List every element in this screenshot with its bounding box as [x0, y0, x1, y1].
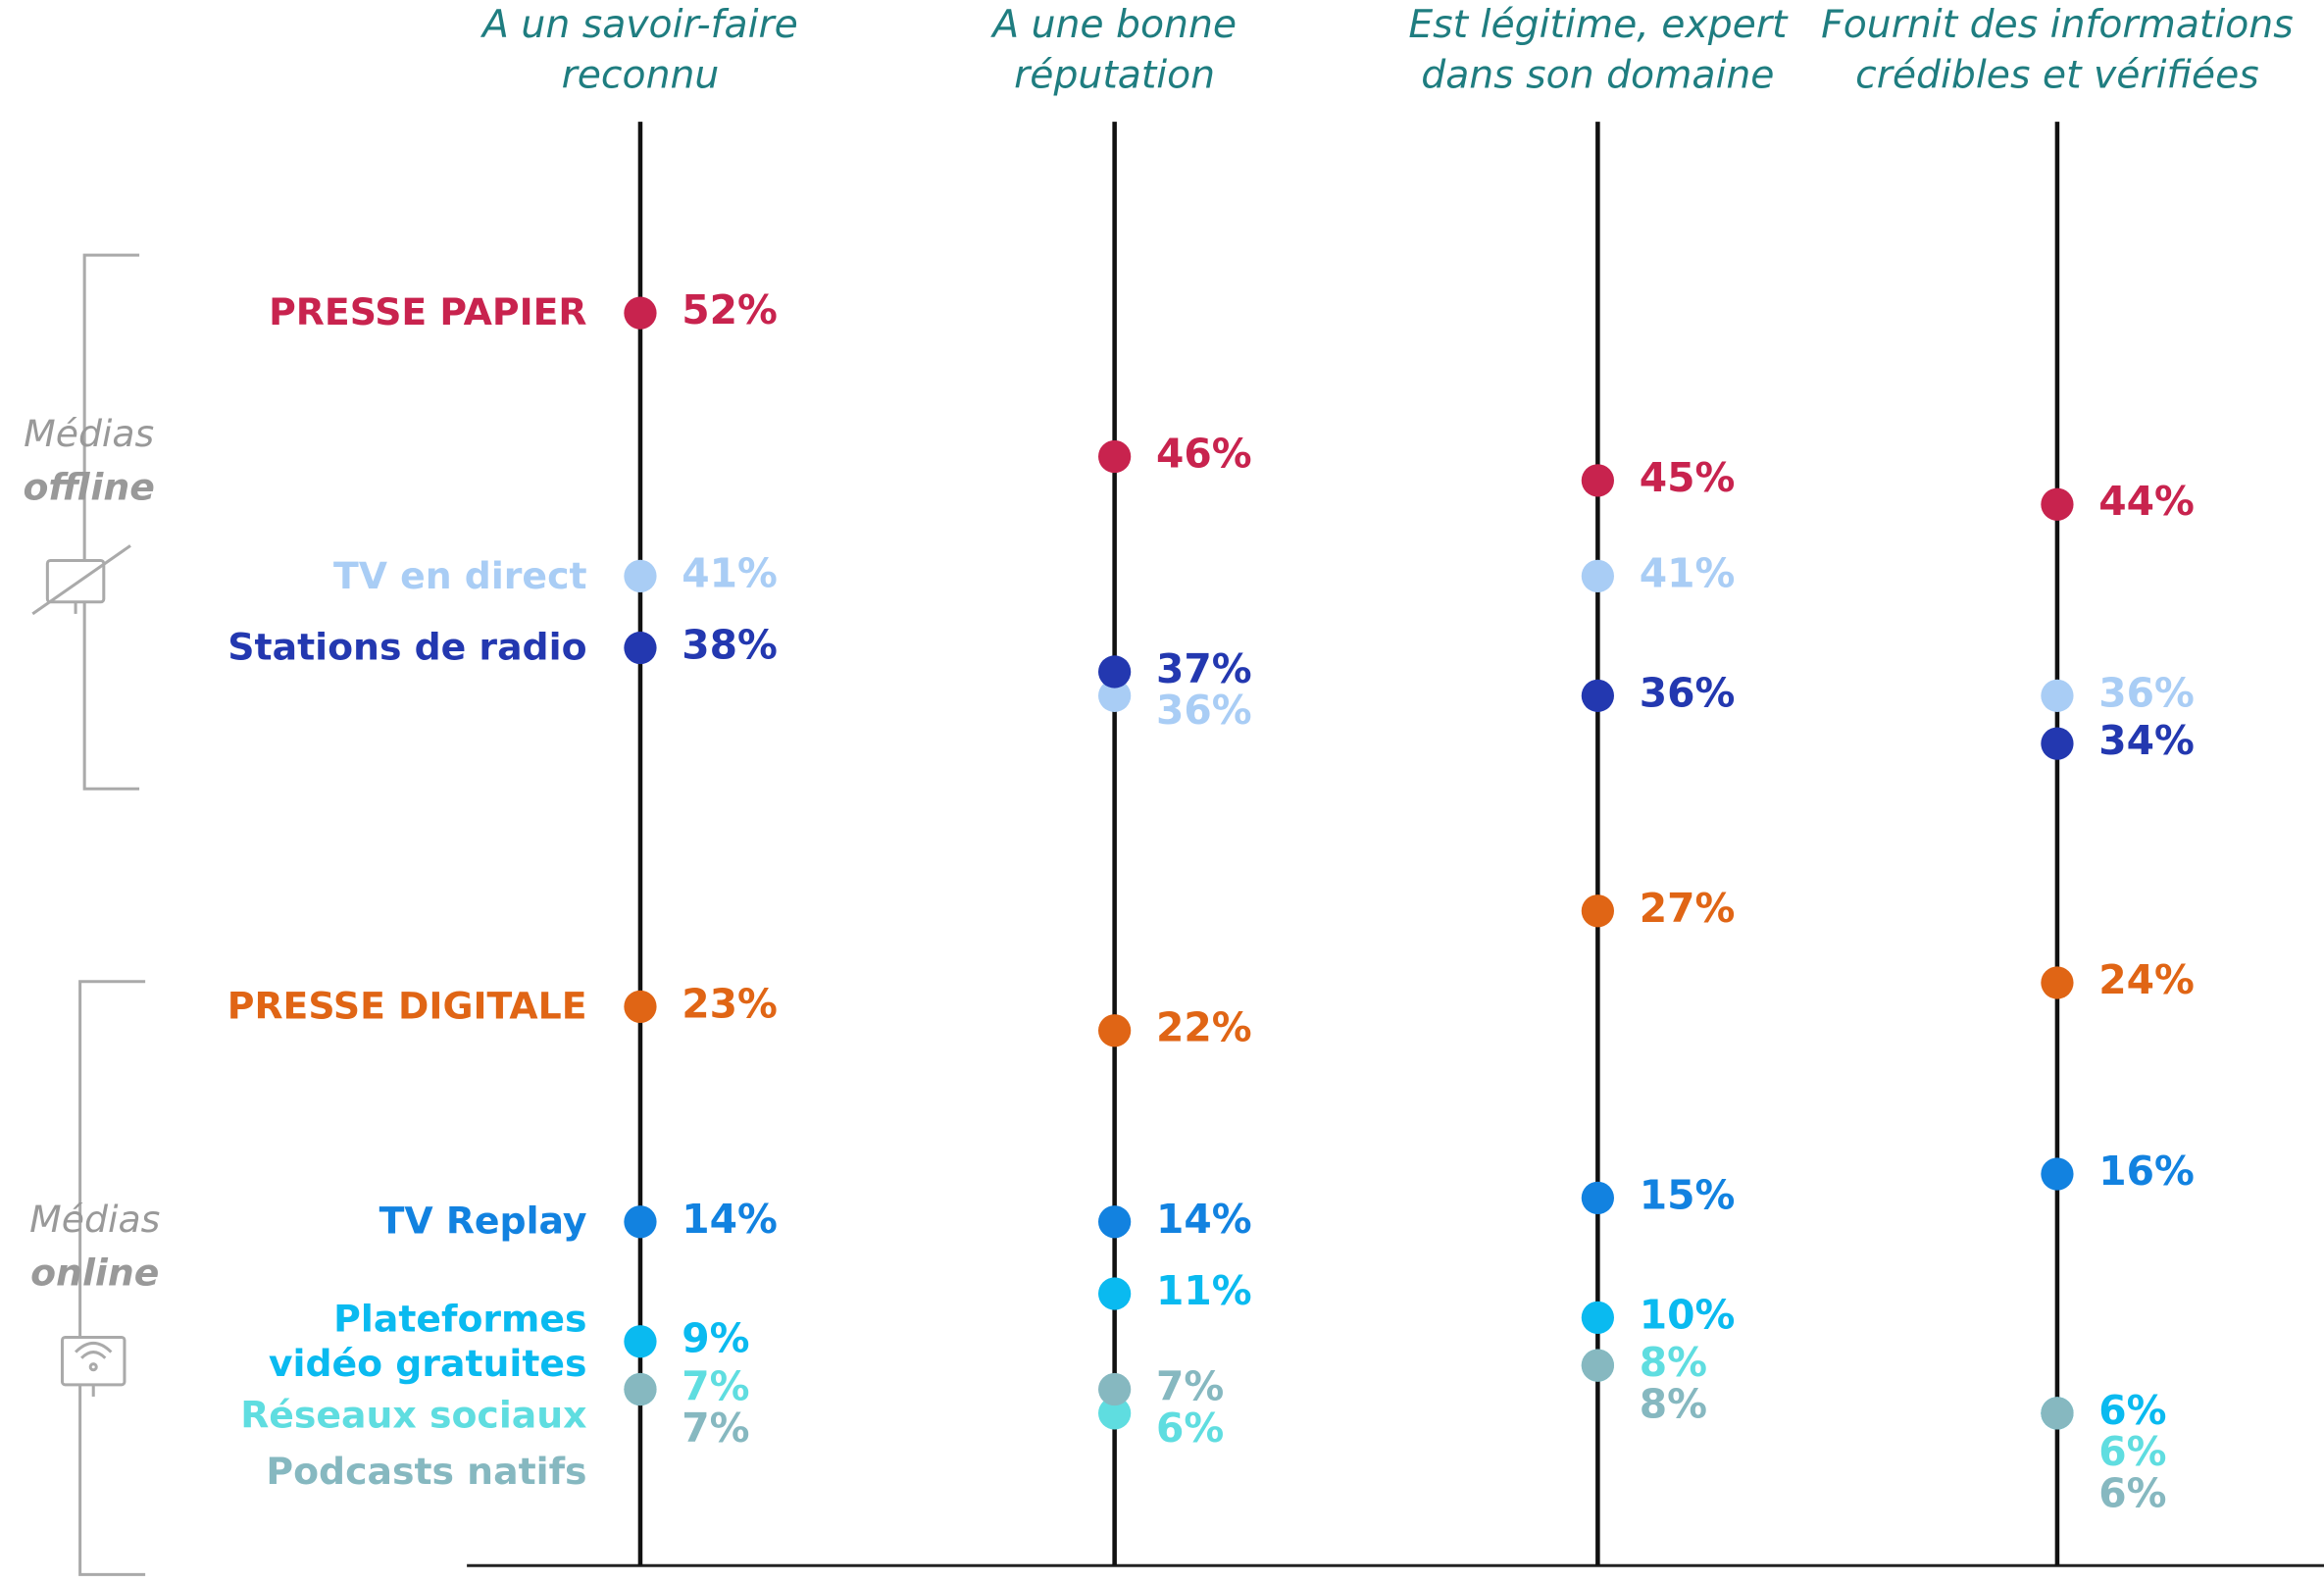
value-label: 6% — [1156, 1404, 1224, 1452]
dot — [1581, 1349, 1615, 1382]
column-title-box: A une bonne réputation — [992, 3, 1238, 98]
value-label: 6% — [2098, 1428, 2166, 1475]
column-title-box: Fournit des informations crédibles et vé… — [1821, 3, 2294, 98]
value-label: 24% — [2098, 956, 2195, 1003]
value-label: 23% — [682, 980, 778, 1027]
value-label: 7% — [1156, 1362, 1224, 1409]
legend-label: TV Replay — [379, 1200, 587, 1243]
legend-label-box: Podcasts natifs — [266, 1450, 587, 1493]
legend-label: Plateformes vidéo gratuites — [268, 1297, 587, 1385]
dot — [1098, 655, 1132, 689]
dot — [624, 296, 657, 330]
icon-online — [60, 1335, 126, 1397]
group-label: Médias — [29, 1198, 160, 1241]
value-label: 44% — [2098, 478, 2195, 525]
legend-label-box: Réseaux sociaux — [240, 1393, 587, 1437]
dot — [1581, 464, 1615, 497]
legend-label: Réseaux sociaux — [240, 1393, 587, 1437]
legend-label-box: PRESSE PAPIER — [269, 290, 587, 334]
value-label: 14% — [1156, 1196, 1252, 1243]
dot — [624, 1205, 657, 1239]
value-label: 34% — [2098, 717, 2195, 764]
bracket-offline — [82, 253, 140, 791]
bracket-online — [78, 980, 146, 1576]
value-label: 46% — [1156, 430, 1252, 477]
dot — [2041, 727, 2074, 760]
value-label: 22% — [1156, 1004, 1252, 1051]
dot — [1581, 1301, 1615, 1334]
dot — [624, 559, 657, 593]
column-title: Fournit des informations crédibles et vé… — [1821, 3, 2294, 98]
dot — [624, 1372, 657, 1406]
legend-label: PRESSE DIGITALE — [227, 984, 587, 1028]
value-label: 6% — [2098, 1470, 2166, 1517]
legend-label: PRESSE PAPIER — [269, 290, 587, 334]
value-label: 37% — [1156, 645, 1252, 692]
dot — [1098, 1014, 1132, 1047]
dot — [1098, 1277, 1132, 1310]
value-label: 36% — [1156, 687, 1252, 734]
value-label: 15% — [1640, 1171, 1736, 1218]
column-title-box: A un savoir-faire reconnu — [482, 3, 798, 98]
column-title: A une bonne réputation — [992, 3, 1238, 98]
legend-label-box: TV en direct — [332, 553, 587, 597]
dot — [2041, 1397, 2074, 1430]
value-label: 45% — [1640, 454, 1736, 501]
value-label: 6% — [2098, 1387, 2166, 1434]
value-label: 10% — [1640, 1291, 1736, 1338]
value-label: 36% — [2098, 669, 2195, 716]
value-label: 8% — [1640, 1339, 1707, 1386]
dot — [2041, 679, 2074, 712]
value-label: 8% — [1640, 1380, 1707, 1427]
value-label: 41% — [682, 549, 778, 596]
column-title: Est légitime, expert dans son domaine — [1408, 3, 1788, 98]
value-label: 7% — [682, 1362, 749, 1409]
value-label: 36% — [1640, 669, 1736, 716]
group-emphasis: online — [30, 1251, 159, 1295]
legend-label: Stations de radio — [227, 625, 587, 669]
dot — [2041, 1157, 2074, 1191]
legend-label-box: Plateformes vidéo gratuites — [268, 1297, 587, 1385]
value-label: 7% — [682, 1404, 749, 1452]
dot — [624, 631, 657, 665]
dot — [1581, 559, 1615, 593]
icon-offline — [31, 544, 131, 616]
value-label: 27% — [1640, 885, 1736, 932]
column-title: A un savoir-faire reconnu — [482, 3, 798, 98]
column-title-box: Est légitime, expert dans son domaine — [1408, 3, 1788, 98]
value-label: 16% — [2098, 1148, 2195, 1195]
dot — [1098, 1205, 1132, 1239]
value-label: 38% — [682, 622, 778, 669]
dot — [2041, 487, 2074, 521]
value-label: 11% — [1156, 1267, 1252, 1314]
value-label: 14% — [682, 1196, 778, 1243]
legend-label: Podcasts natifs — [266, 1450, 587, 1493]
value-label: 9% — [682, 1315, 749, 1362]
dot — [1098, 679, 1132, 712]
dot — [624, 1325, 657, 1358]
value-label: 41% — [1640, 549, 1736, 596]
dot — [1581, 679, 1615, 712]
dot — [624, 990, 657, 1023]
dot — [1098, 439, 1132, 474]
legend-label-box: Stations de radio — [227, 625, 587, 669]
dot — [1098, 1372, 1132, 1406]
dot — [1581, 1181, 1615, 1215]
legend-label-box: PRESSE DIGITALE — [227, 984, 587, 1028]
legend-label: TV en direct — [332, 553, 587, 597]
legend-label-box: TV Replay — [379, 1200, 587, 1243]
dot — [1098, 1397, 1132, 1430]
dot — [2041, 966, 2074, 999]
group-label: Médias — [24, 412, 154, 455]
value-label: 52% — [682, 286, 778, 333]
dot — [1581, 894, 1615, 928]
group-emphasis: offline — [23, 465, 154, 508]
